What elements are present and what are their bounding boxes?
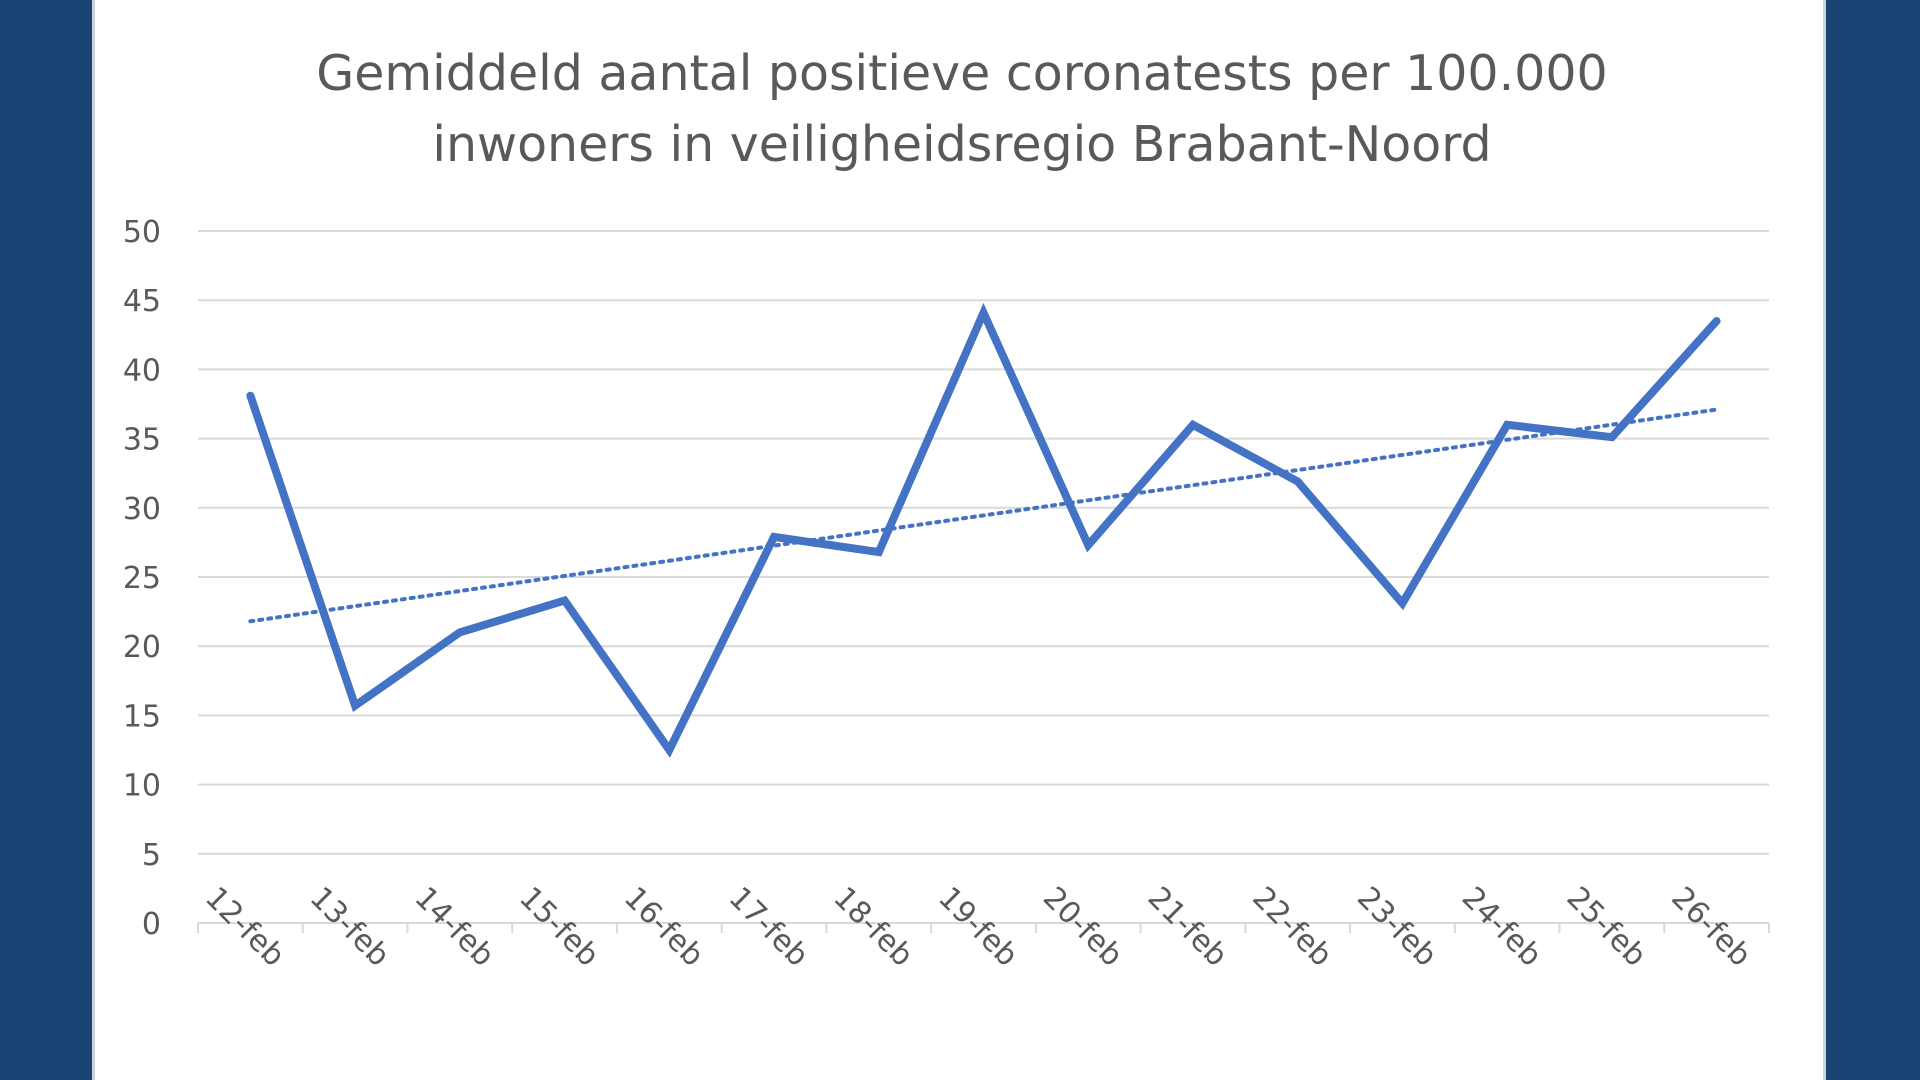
x-tick-label: 21-feb <box>1141 880 1234 973</box>
data-point <box>1087 544 1089 546</box>
data-point <box>1401 602 1403 604</box>
y-tick-label: 40 <box>123 353 161 388</box>
data-point <box>1297 481 1299 483</box>
y-axis-labels: 0 5 10 15 20 25 30 35 40 45 50 <box>123 215 161 942</box>
x-tick-label: 18-feb <box>826 880 919 973</box>
data-point <box>1506 424 1508 426</box>
line-chart: Gemiddeld aantal positieve coronatests p… <box>123 45 1770 974</box>
x-axis <box>197 922 1770 933</box>
y-tick-label: 35 <box>123 423 161 458</box>
series-layer <box>246 302 1721 758</box>
trendline <box>248 407 1719 624</box>
y-tick-label: 20 <box>123 630 161 665</box>
x-axis-labels: 12-feb 13-feb 14-feb 15-feb 16-feb 17-feb 18-f… <box>198 880 1758 973</box>
y-tick-label: 30 <box>123 492 161 527</box>
y-tick-label: 10 <box>123 769 161 804</box>
x-tick-label: 17-feb <box>722 880 815 973</box>
x-tick-label: 23-feb <box>1350 880 1443 973</box>
y-tick-label: 25 <box>123 561 161 596</box>
data-point <box>249 395 251 397</box>
x-tick-label: 15-feb <box>512 880 605 973</box>
y-tick-label: 0 <box>142 907 161 942</box>
chart-panel: Gemiddeld aantal positieve coronatests p… <box>92 0 1826 1080</box>
x-tick-label: 13-feb <box>303 880 396 973</box>
x-tick-label: 22-feb <box>1245 880 1338 973</box>
data-point <box>354 705 356 707</box>
data-point <box>878 551 880 553</box>
y-tick-label: 45 <box>123 284 161 319</box>
x-tick-label: 26-feb <box>1664 880 1757 973</box>
x-tick-label: 14-feb <box>408 880 501 973</box>
data-point <box>668 749 670 751</box>
data-point <box>773 536 775 538</box>
y-tick-label: 5 <box>142 838 161 873</box>
x-tick-label: 16-feb <box>617 880 710 973</box>
data-point <box>1716 320 1718 322</box>
y-tick-label: 50 <box>123 215 161 250</box>
x-tick-label: 25-feb <box>1560 880 1653 973</box>
chart-title-line-2: inwoners in veiligheidsregio Brabant-Noo… <box>432 116 1491 173</box>
data-point <box>564 600 566 602</box>
x-tick-label: 24-feb <box>1455 880 1548 973</box>
data-point <box>983 312 984 314</box>
y-tick-label: 15 <box>123 699 161 734</box>
x-tick-label: 12-feb <box>198 880 291 973</box>
data-point <box>1192 424 1194 426</box>
chart-title-line-1: Gemiddeld aantal positieve coronatests p… <box>316 45 1607 102</box>
gridlines <box>198 230 1769 855</box>
x-tick-label: 19-feb <box>931 880 1024 973</box>
data-point <box>1611 436 1613 438</box>
x-tick-label: 20-feb <box>1036 880 1129 973</box>
data-point <box>459 631 461 633</box>
series-line <box>246 302 1721 758</box>
